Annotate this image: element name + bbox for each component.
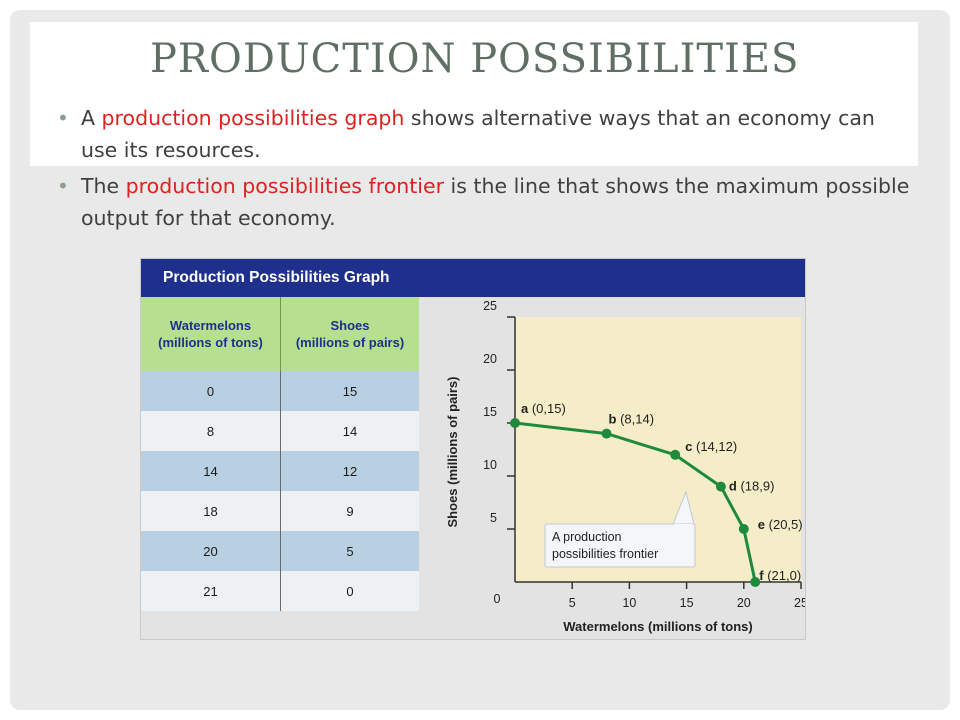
table-header: Watermelons (millions of tons) Shoes (mill… bbox=[141, 297, 419, 371]
table-row: 21 0 bbox=[141, 571, 419, 611]
bullet-1-highlight: production possibilities graph bbox=[101, 106, 405, 130]
origin-label: 0 bbox=[494, 592, 501, 606]
point-name: f bbox=[759, 568, 764, 583]
table-row: 18 9 bbox=[141, 491, 419, 531]
point-name: c bbox=[685, 439, 692, 454]
data-table: Watermelons (millions of tons) Shoes (mill… bbox=[141, 297, 419, 611]
point-label: c (14,12) bbox=[685, 439, 737, 454]
x-axis-label: Watermelons (millions of tons) bbox=[563, 619, 752, 634]
header-line: Watermelons bbox=[169, 318, 252, 333]
y-tick-label: 25 bbox=[483, 299, 497, 313]
point-coords: (8,14) bbox=[616, 412, 654, 427]
table-cell: 8 bbox=[206, 423, 215, 439]
header-line: Shoes bbox=[330, 318, 370, 333]
bullet-2-pre: The bbox=[81, 174, 126, 198]
table-cell: 21 bbox=[203, 583, 218, 599]
point-coords: (14,12) bbox=[692, 439, 737, 454]
x-tick-label: 20 bbox=[737, 596, 751, 610]
point-label: e (20,5) bbox=[758, 517, 803, 532]
point-name: b bbox=[609, 412, 617, 427]
panel-title: Production Possibilities Graph bbox=[141, 259, 805, 297]
point-label: d (18,9) bbox=[729, 479, 775, 494]
point-name: d bbox=[729, 479, 737, 494]
bullet-dot-icon: • bbox=[57, 174, 69, 198]
slide-title: PRODUCTION POSSIBILITIES bbox=[150, 36, 800, 82]
point-label: f (21,0) bbox=[759, 568, 801, 583]
ppf-chart: 5 10 15 20 25 5 10 15 20 25 0 a (0,15) b (8,14) c (1… bbox=[445, 299, 805, 634]
table-row: 8 14 bbox=[141, 411, 419, 451]
table-cell: 14 bbox=[203, 463, 218, 479]
series-group bbox=[510, 418, 761, 587]
table-cell: 18 bbox=[203, 503, 218, 519]
x-tick-label: 25 bbox=[794, 596, 805, 610]
y-tick-label: 15 bbox=[483, 405, 497, 419]
table-header-shoes: Shoes (millions of pairs) bbox=[280, 297, 419, 371]
bullet-1-pre: A bbox=[81, 106, 102, 130]
data-point bbox=[510, 418, 520, 428]
annotation-callout: A production possibilities frontier bbox=[544, 490, 696, 568]
bullet-2-post: is the line that shows the maximum possi… bbox=[81, 174, 910, 230]
table-row: 20 5 bbox=[141, 531, 419, 571]
table-cell: 15 bbox=[280, 371, 419, 411]
table-cell: 0 bbox=[280, 571, 419, 611]
table-cell: 9 bbox=[280, 491, 419, 531]
bullet-1-post: shows alternative ways that an economy c… bbox=[81, 106, 875, 162]
point-labels-group: a (0,15) b (8,14) c (14,12) d (18,9) e (20,5… bbox=[521, 401, 803, 583]
point-coords: (20,5) bbox=[765, 517, 803, 532]
data-point bbox=[738, 524, 749, 534]
point-label: b (8,14) bbox=[609, 412, 655, 427]
header-line: (millions of pairs) bbox=[295, 335, 405, 350]
point-label: a (0,15) bbox=[521, 401, 566, 416]
data-point bbox=[601, 428, 612, 439]
point-coords: (18,9) bbox=[737, 479, 775, 494]
table-row: 0 15 bbox=[141, 371, 419, 411]
y-axis-label: Shoes (millions of pairs) bbox=[445, 377, 460, 528]
data-point bbox=[750, 577, 761, 587]
table-cell: 0 bbox=[206, 383, 215, 399]
y-tick-label: 5 bbox=[490, 511, 497, 525]
graph-panel: Production Possibilities Graph Watermelo… bbox=[140, 258, 806, 640]
table-cell: 20 bbox=[203, 543, 218, 559]
table-cell: 14 bbox=[280, 411, 419, 451]
ticks-group: 5 10 15 20 25 5 10 15 20 25 0 bbox=[483, 299, 805, 610]
point-name: a bbox=[521, 401, 529, 416]
bullet-item-graph: • A production possibilities graph shows… bbox=[55, 102, 915, 166]
table-cell: 12 bbox=[280, 451, 419, 491]
y-tick-label: 20 bbox=[483, 352, 497, 366]
bullet-item-frontier: • The production possibilities frontier … bbox=[55, 170, 915, 234]
bullet-list: • A production possibilities graph shows… bbox=[55, 102, 915, 238]
table-cell: 5 bbox=[280, 531, 419, 571]
x-tick-label: 10 bbox=[622, 596, 636, 610]
table-header-watermelons: Watermelons (millions of tons) bbox=[141, 297, 280, 371]
bullet-dot-icon: • bbox=[57, 106, 69, 130]
callout-line: A production bbox=[552, 530, 622, 544]
callout-line: possibilities frontier bbox=[552, 547, 658, 561]
y-tick-label: 10 bbox=[483, 458, 497, 472]
x-tick-label: 15 bbox=[680, 596, 694, 610]
point-coords: (0,15) bbox=[528, 401, 566, 416]
frontier-line bbox=[514, 421, 757, 583]
data-point bbox=[670, 449, 681, 460]
bullet-2-highlight: production possibilities frontier bbox=[125, 174, 445, 198]
table-row: 14 12 bbox=[141, 451, 419, 491]
title-box bbox=[30, 22, 918, 166]
header-line: (millions of tons) bbox=[158, 335, 263, 350]
point-name: e bbox=[758, 517, 765, 532]
x-tick-label: 5 bbox=[569, 596, 576, 610]
point-coords: (21,0) bbox=[764, 568, 802, 583]
data-point bbox=[715, 481, 726, 492]
callout-box bbox=[544, 523, 696, 568]
